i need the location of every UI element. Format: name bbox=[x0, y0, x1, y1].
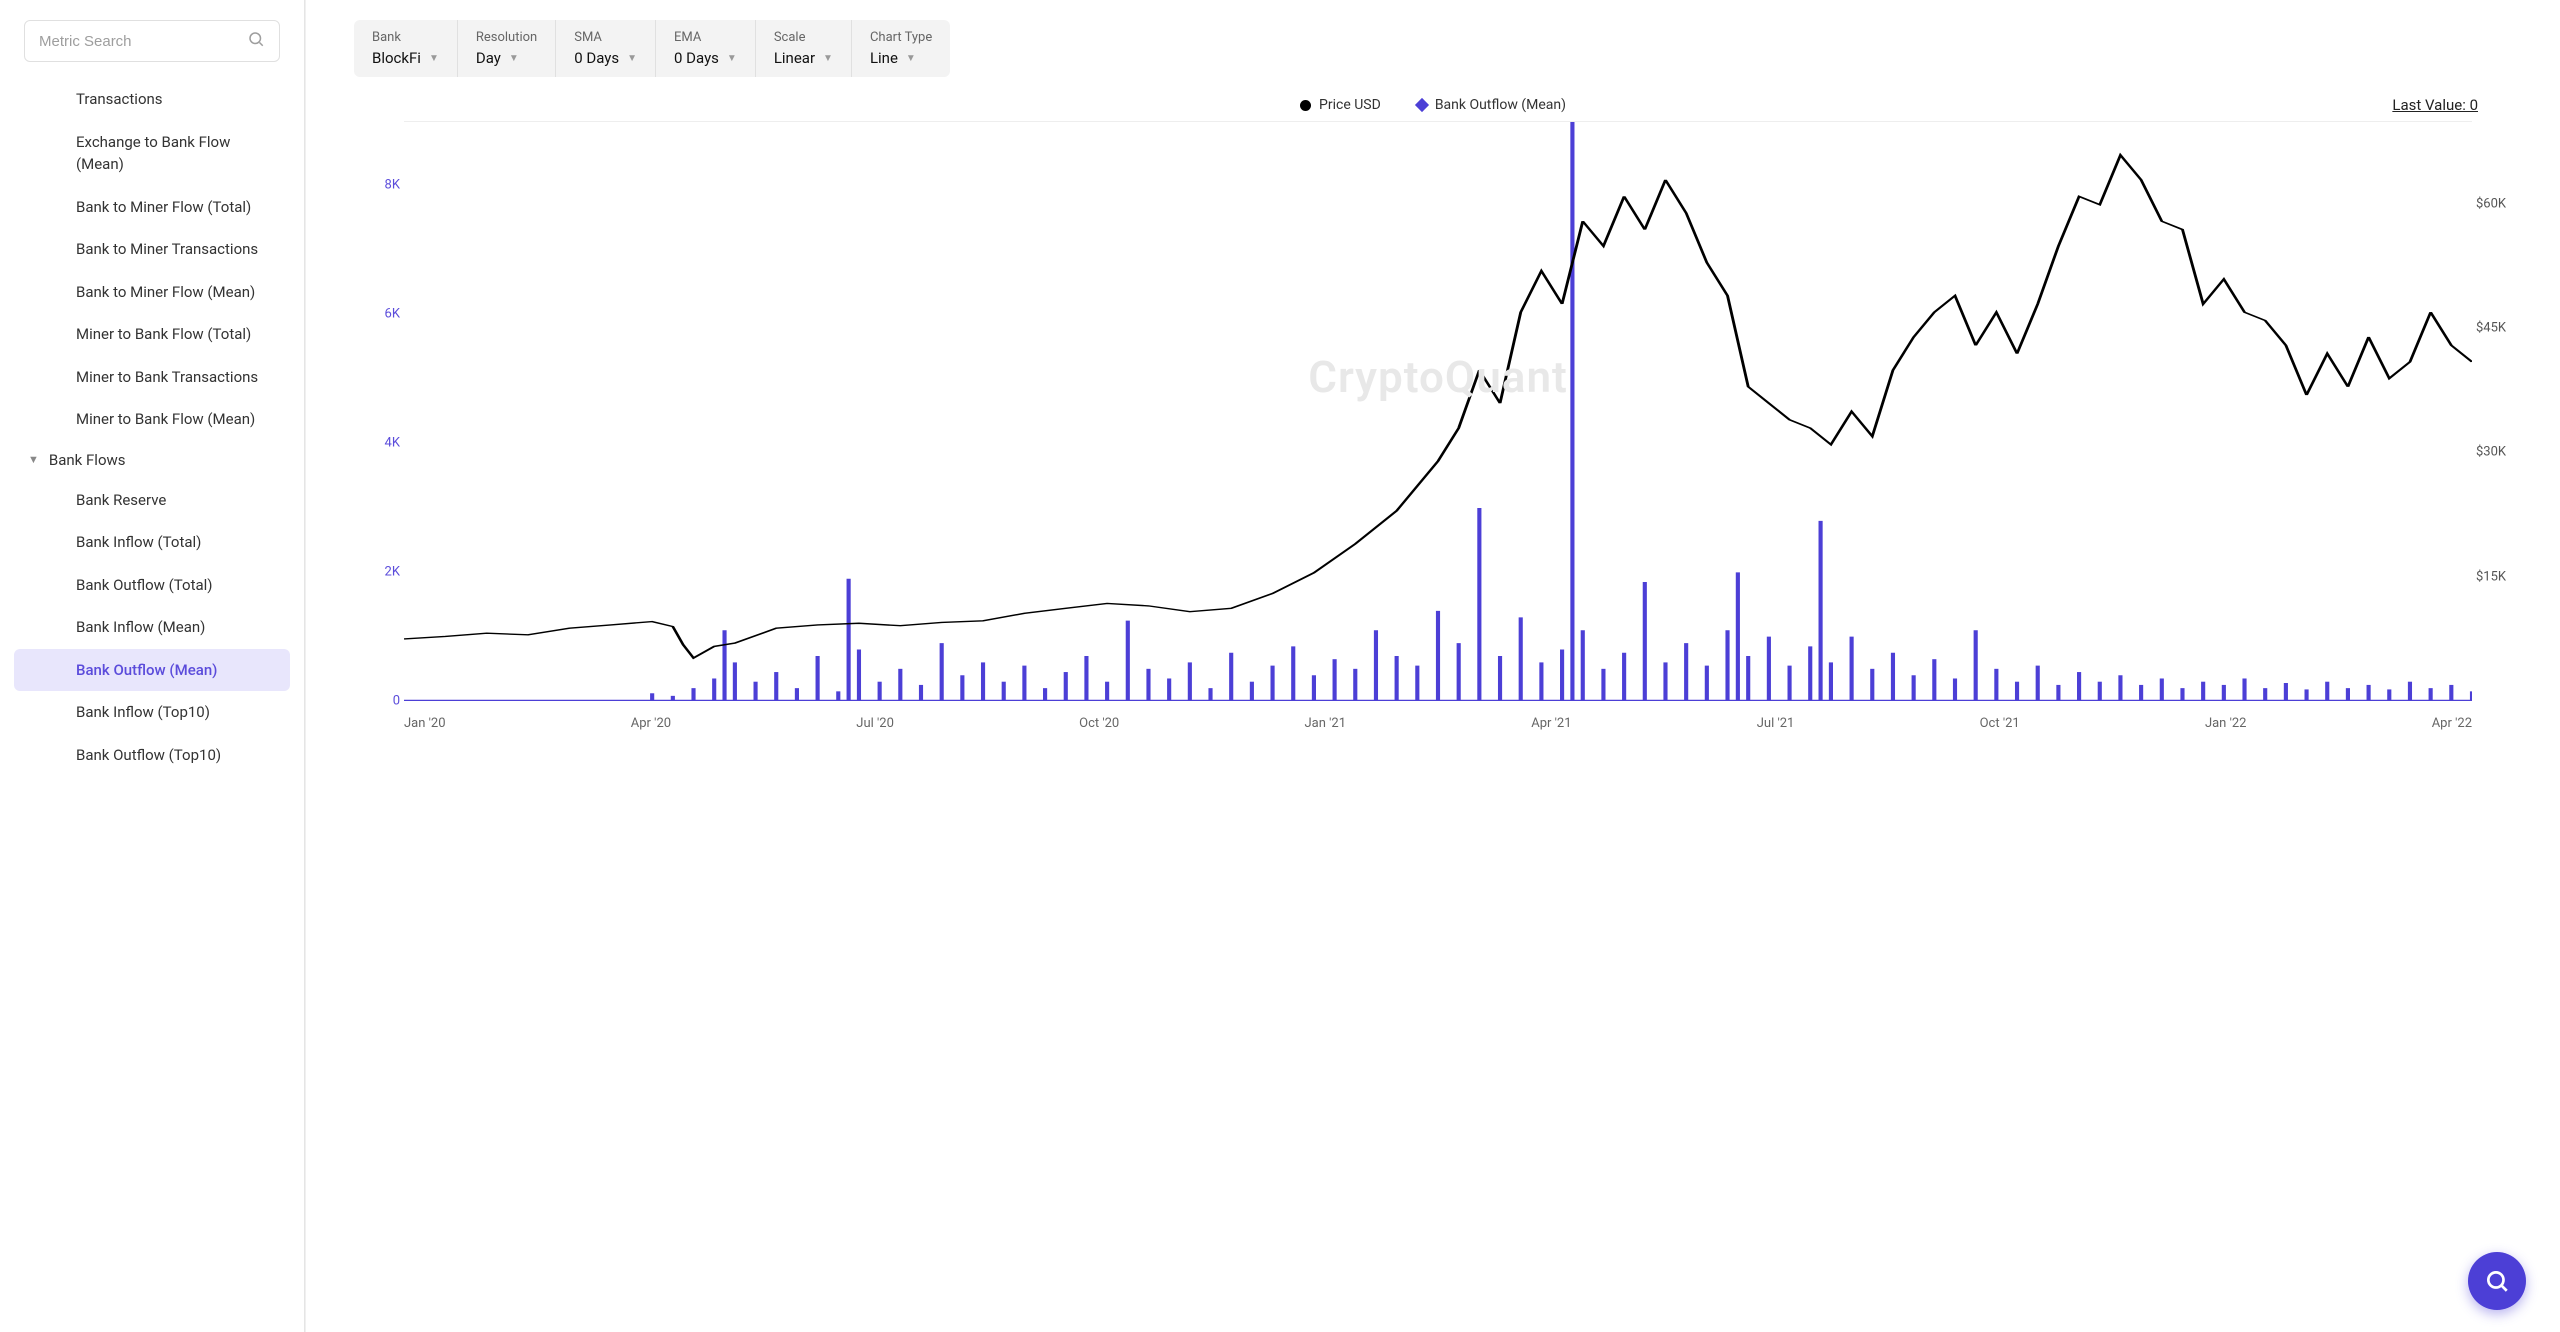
sidebar-item[interactable]: Bank Inflow (Mean) bbox=[0, 606, 304, 649]
control-chart-type[interactable]: Chart Type Line▼ bbox=[852, 20, 950, 77]
legend-label: Bank Outflow (Mean) bbox=[1435, 97, 1566, 113]
y-tick-right: $30K bbox=[2476, 445, 2506, 460]
control-value: 0 Days▼ bbox=[574, 49, 637, 67]
control-bank[interactable]: Bank BlockFi▼ bbox=[354, 20, 458, 77]
sidebar-item[interactable]: Bank to Miner Flow (Mean) bbox=[0, 271, 304, 314]
control-scale[interactable]: Scale Linear▼ bbox=[756, 20, 852, 77]
search-input[interactable] bbox=[39, 33, 247, 50]
legend-label: Price USD bbox=[1319, 97, 1381, 113]
chevron-down-icon: ▼ bbox=[727, 53, 737, 64]
sidebar-item[interactable]: Bank Reserve bbox=[0, 479, 304, 522]
sidebar: TransactionsExchange to Bank Flow (Mean)… bbox=[0, 0, 305, 1332]
control-resolution[interactable]: Resolution Day▼ bbox=[458, 20, 556, 77]
control-label: SMA bbox=[574, 30, 637, 45]
chevron-down-icon: ▼ bbox=[823, 53, 833, 64]
y-axis-left: 8K6K4K2K0 bbox=[360, 121, 400, 701]
sidebar-item[interactable]: Miner to Bank Transactions bbox=[0, 356, 304, 399]
control-label: EMA bbox=[674, 30, 737, 45]
control-label: Chart Type bbox=[870, 30, 932, 45]
control-label: Resolution bbox=[476, 30, 537, 45]
legend-row: Price USD Bank Outflow (Mean) Last Value… bbox=[334, 97, 2532, 113]
x-tick: Oct '21 bbox=[1980, 716, 2020, 731]
sidebar-item[interactable]: Bank Outflow (Top10) bbox=[0, 734, 304, 777]
sidebar-item[interactable]: Bank Inflow (Total) bbox=[0, 521, 304, 564]
y-tick-left: 2K bbox=[385, 565, 400, 580]
sidebar-lower-list: Bank ReserveBank Inflow (Total)Bank Outf… bbox=[0, 479, 304, 777]
chart-area: 8K6K4K2K0 $60K$45K$30K$15K CryptoQuant J… bbox=[374, 121, 2472, 731]
control-label: Scale bbox=[774, 30, 833, 45]
search-icon bbox=[2484, 1268, 2510, 1294]
y-tick-left: 6K bbox=[385, 307, 400, 322]
y-axis-right: $60K $45K $30K $15K bbox=[2476, 121, 2526, 701]
legend-price[interactable]: Price USD bbox=[1300, 97, 1381, 113]
sidebar-item[interactable]: Miner to Bank Flow (Mean) bbox=[0, 398, 304, 441]
y-tick-left: 4K bbox=[385, 436, 400, 451]
chevron-down-icon: ▼ bbox=[509, 53, 519, 64]
x-tick: Oct '20 bbox=[1079, 716, 1119, 731]
control-ema[interactable]: EMA 0 Days▼ bbox=[656, 20, 756, 77]
x-tick: Jul '21 bbox=[1757, 716, 1795, 731]
diamond-icon bbox=[1415, 98, 1429, 112]
search-fab-button[interactable] bbox=[2468, 1252, 2526, 1310]
control-value: Line▼ bbox=[870, 49, 932, 67]
sidebar-upper-list: TransactionsExchange to Bank Flow (Mean)… bbox=[0, 78, 304, 441]
search-box[interactable] bbox=[24, 20, 280, 62]
control-value: 0 Days▼ bbox=[674, 49, 737, 67]
chevron-down-icon: ▼ bbox=[28, 453, 39, 466]
plot-area[interactable]: CryptoQuant bbox=[404, 121, 2472, 701]
sidebar-item[interactable]: Miner to Bank Flow (Total) bbox=[0, 313, 304, 356]
chart-controls: Bank BlockFi▼Resolution Day▼SMA 0 Days▼E… bbox=[354, 20, 950, 77]
y-tick-right: $15K bbox=[2476, 569, 2506, 584]
y-tick-left: 8K bbox=[385, 178, 400, 193]
x-tick: Jan '21 bbox=[1304, 716, 1346, 731]
last-value[interactable]: Last Value: 0 bbox=[2392, 96, 2478, 114]
x-tick: Apr '21 bbox=[1531, 716, 1571, 731]
sidebar-item[interactable]: Bank Outflow (Total) bbox=[0, 564, 304, 607]
x-axis: Jan '20 Apr '20 Jul '20 Oct '20 Jan '21 Apr '… bbox=[404, 716, 2472, 731]
sidebar-group-bank-flows[interactable]: ▼ Bank Flows bbox=[0, 441, 304, 479]
x-tick: Jan '20 bbox=[404, 716, 446, 731]
circle-icon bbox=[1300, 100, 1311, 111]
control-value: BlockFi▼ bbox=[372, 49, 439, 67]
sidebar-item[interactable]: Bank to Miner Transactions bbox=[0, 228, 304, 271]
search-container bbox=[0, 20, 304, 78]
sidebar-item[interactable]: Transactions bbox=[0, 78, 304, 121]
sidebar-group-label: Bank Flows bbox=[49, 451, 126, 469]
main-content: Bank BlockFi▼Resolution Day▼SMA 0 Days▼E… bbox=[305, 0, 2560, 1332]
x-tick: Apr '22 bbox=[2432, 716, 2472, 731]
search-icon bbox=[247, 30, 265, 52]
control-value: Linear▼ bbox=[774, 49, 833, 67]
x-tick: Jul '20 bbox=[856, 716, 894, 731]
x-tick: Apr '20 bbox=[631, 716, 671, 731]
chevron-down-icon: ▼ bbox=[429, 53, 439, 64]
control-value: Day▼ bbox=[476, 49, 537, 67]
sidebar-item[interactable]: Bank Outflow (Mean) bbox=[14, 649, 290, 692]
y-tick-right: $60K bbox=[2476, 196, 2506, 211]
x-tick: Jan '22 bbox=[2205, 716, 2247, 731]
control-label: Bank bbox=[372, 30, 439, 45]
y-tick-left: 0 bbox=[393, 694, 400, 709]
control-sma[interactable]: SMA 0 Days▼ bbox=[556, 20, 656, 77]
chevron-down-icon: ▼ bbox=[906, 53, 916, 64]
y-tick-right: $45K bbox=[2476, 321, 2506, 336]
sidebar-item[interactable]: Bank to Miner Flow (Total) bbox=[0, 186, 304, 229]
chevron-down-icon: ▼ bbox=[627, 53, 637, 64]
chart-svg bbox=[404, 122, 2472, 701]
sidebar-item[interactable]: Exchange to Bank Flow (Mean) bbox=[0, 121, 304, 186]
sidebar-item[interactable]: Bank Inflow (Top10) bbox=[0, 691, 304, 734]
legend-outflow[interactable]: Bank Outflow (Mean) bbox=[1417, 97, 1566, 113]
